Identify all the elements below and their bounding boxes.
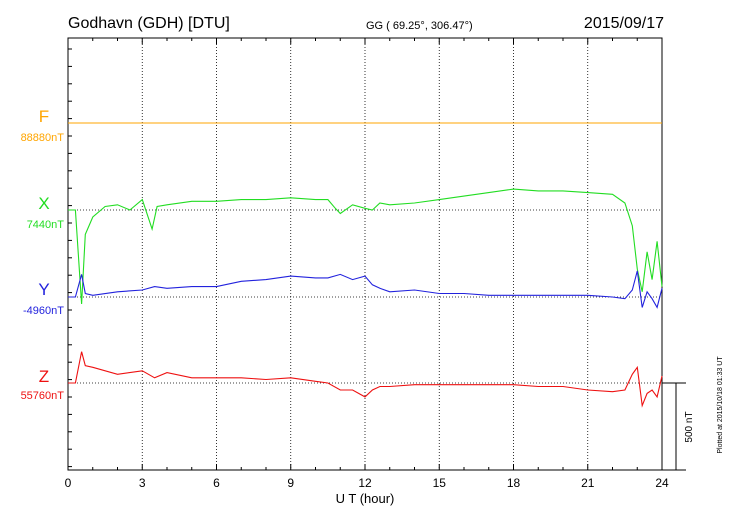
x-tick-label: 0 [65, 476, 72, 490]
series-line-y [68, 270, 663, 309]
series-line-x [68, 188, 663, 305]
x-axis-title: U T (hour) [336, 491, 395, 506]
series-line-z [68, 351, 663, 408]
series-labels: F 88880nT X 7440nT Y -4960nT Z 55760nT [21, 107, 65, 402]
station-title: Godhavn (GDH) [DTU] [68, 15, 230, 32]
series-lines [68, 122, 663, 408]
series-baseline-z: 55760nT [21, 390, 65, 402]
x-tick-label: 18 [507, 476, 521, 490]
x-tick-label: 12 [358, 476, 372, 490]
x-tick-label: 3 [139, 476, 146, 490]
series-baseline-f: 88880nT [21, 132, 65, 144]
scale-bar-label: 500 nT [684, 411, 695, 442]
grid [141, 38, 589, 470]
x-tick-label: 9 [287, 476, 294, 490]
x-tick-label: 6 [213, 476, 220, 490]
axis-ticks: 0 3 6 9 12 15 18 21 24 [65, 38, 669, 490]
x-tick-label: 21 [581, 476, 595, 490]
series-name-x: X [38, 194, 49, 213]
series-name-y: Y [38, 280, 49, 299]
plotted-at-note: Plotted at 2015/10/18 01:33 UT [717, 356, 724, 454]
series-name-z: Z [39, 367, 49, 386]
x-tick-label: 24 [655, 476, 669, 490]
plot-date: 2015/09/17 [584, 15, 664, 32]
series-baseline-x: 7440nT [27, 219, 65, 231]
x-tick-label: 15 [433, 476, 447, 490]
series-name-f: F [39, 107, 49, 126]
station-coords: GG ( 69.25°, 306.47°) [366, 20, 473, 32]
series-baseline-y: -4960nT [23, 305, 64, 317]
